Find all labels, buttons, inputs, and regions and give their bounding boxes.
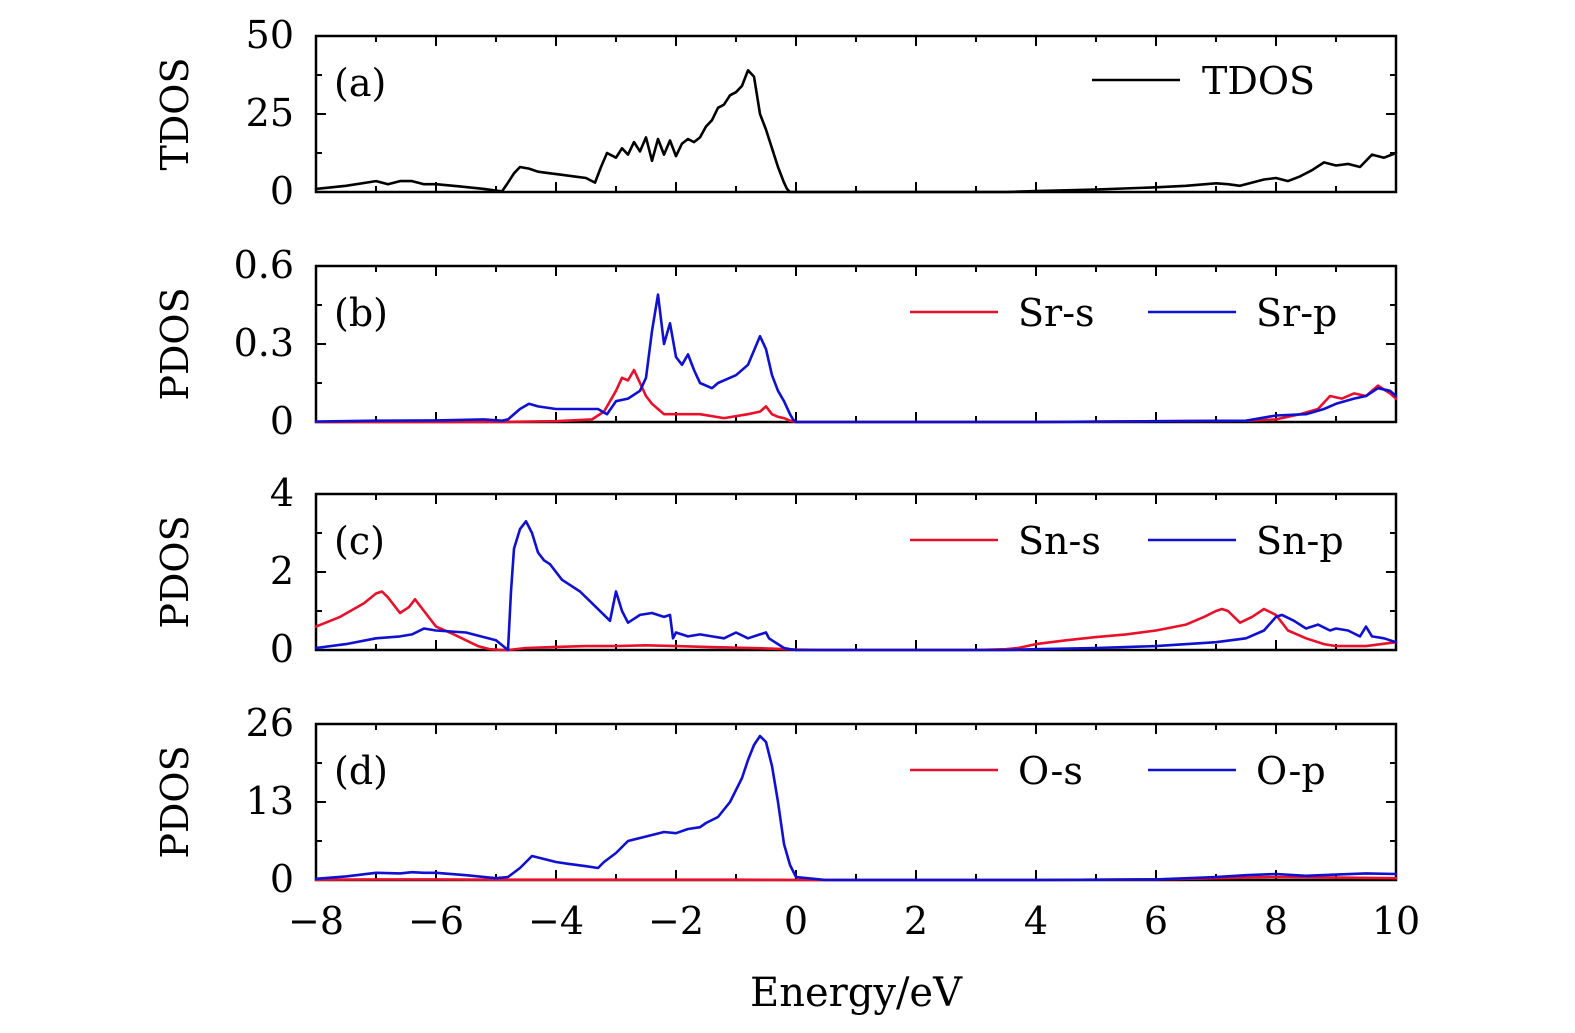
panel-c-frame xyxy=(314,492,1398,652)
x-tick-label: −4 xyxy=(528,899,584,943)
panel-c-ytick-label: 4 xyxy=(270,471,294,515)
panel-b-legend: Sr-s Sr-p xyxy=(910,291,1337,335)
panel-b-frame xyxy=(314,264,1398,424)
panel-d-ytick-label: 13 xyxy=(246,779,294,823)
x-tick-labels: −8 −6 −4 −2 0 2 4 6 8 10 xyxy=(288,899,1420,943)
x-tick-label: −6 xyxy=(408,899,464,943)
series-line-sn-p xyxy=(314,519,1398,652)
panel-b-ytick-label: 0.6 xyxy=(234,243,294,287)
legend-label-o-p: O-p xyxy=(1256,749,1326,793)
panel-a-ytick-label: 0 xyxy=(270,169,294,213)
panel-d: 0 13 26 PDOS (d) O-s O-p xyxy=(153,701,1398,901)
series-line-o-p xyxy=(314,734,1398,882)
legend-label-sr-p: Sr-p xyxy=(1256,291,1337,335)
panel-c-ytick-labels: 0 2 4 xyxy=(270,471,294,671)
panel-c-tag: (c) xyxy=(334,519,385,563)
x-tick-label: 8 xyxy=(1264,899,1288,943)
panel-c-legend: Sn-s Sn-p xyxy=(910,519,1344,563)
series-line-tdos xyxy=(314,69,1398,194)
panel-d-frame xyxy=(314,722,1398,882)
series-line-o-s xyxy=(314,875,1398,882)
panel-d-ticks xyxy=(315,723,1397,881)
panel-b-y-axis-label: PDOS xyxy=(153,287,197,400)
panel-d-y-axis-label: PDOS xyxy=(153,745,197,858)
panel-b-ytick-label: 0 xyxy=(270,399,294,443)
panel-a-ytick-labels: 0 25 50 xyxy=(246,13,294,213)
panel-c-series xyxy=(314,519,1398,652)
panel-b-tag: (b) xyxy=(334,291,388,335)
panel-b: 0 0.3 0.6 PDOS (b) Sr-s Sr-p xyxy=(153,243,1398,443)
series-line-sn-s xyxy=(314,590,1398,652)
series-line-sr-s xyxy=(314,368,1398,424)
panel-c-ytick-label: 0 xyxy=(270,627,294,671)
panel-a-ytick-label: 50 xyxy=(246,13,294,57)
x-tick-label: 0 xyxy=(784,899,808,943)
panel-c-ytick-label: 2 xyxy=(270,549,294,593)
x-tick-label: 2 xyxy=(904,899,928,943)
panel-b-ytick-label: 0.3 xyxy=(234,321,294,365)
panel-a-y-axis-label: TDOS xyxy=(153,58,197,171)
panel-c: 0 2 4 PDOS (c) Sn-s Sn-p xyxy=(153,471,1398,671)
panel-a-ticks xyxy=(315,35,1397,193)
legend-label-sr-s: Sr-s xyxy=(1018,291,1095,335)
panel-d-ytick-label: 26 xyxy=(246,701,294,745)
panel-a-series xyxy=(314,69,1398,194)
panel-c-ticks xyxy=(315,493,1397,651)
legend-label-sn-s: Sn-s xyxy=(1018,519,1101,563)
legend-label-o-s: O-s xyxy=(1018,749,1083,793)
panel-d-legend: O-s O-p xyxy=(910,749,1326,793)
panel-a-tag: (a) xyxy=(334,61,386,105)
panel-d-tag: (d) xyxy=(334,749,388,793)
panel-c-y-axis-label: PDOS xyxy=(153,515,197,628)
panel-d-ytick-label: 0 xyxy=(270,857,294,901)
panel-b-ticks xyxy=(315,265,1397,423)
x-tick-label: 6 xyxy=(1144,899,1168,943)
series-line-sr-p xyxy=(314,293,1398,424)
panel-b-series xyxy=(314,293,1398,424)
panel-a-ytick-label: 25 xyxy=(246,91,294,135)
x-tick-label: −8 xyxy=(288,899,344,943)
panel-b-ytick-labels: 0 0.3 0.6 xyxy=(234,243,294,443)
x-axis-label: Energy/eV xyxy=(750,970,963,1016)
x-tick-label: 10 xyxy=(1372,899,1420,943)
x-tick-label: −2 xyxy=(648,899,704,943)
panel-a: 0 25 50 TDOS (a) TDOS xyxy=(153,13,1398,213)
panel-d-series xyxy=(314,734,1398,882)
panel-a-legend: TDOS xyxy=(1092,59,1315,103)
x-tick-label: 4 xyxy=(1024,899,1048,943)
panel-d-ytick-labels: 0 13 26 xyxy=(246,701,294,901)
legend-label-tdos: TDOS xyxy=(1202,59,1315,103)
legend-label-sn-p: Sn-p xyxy=(1256,519,1344,563)
